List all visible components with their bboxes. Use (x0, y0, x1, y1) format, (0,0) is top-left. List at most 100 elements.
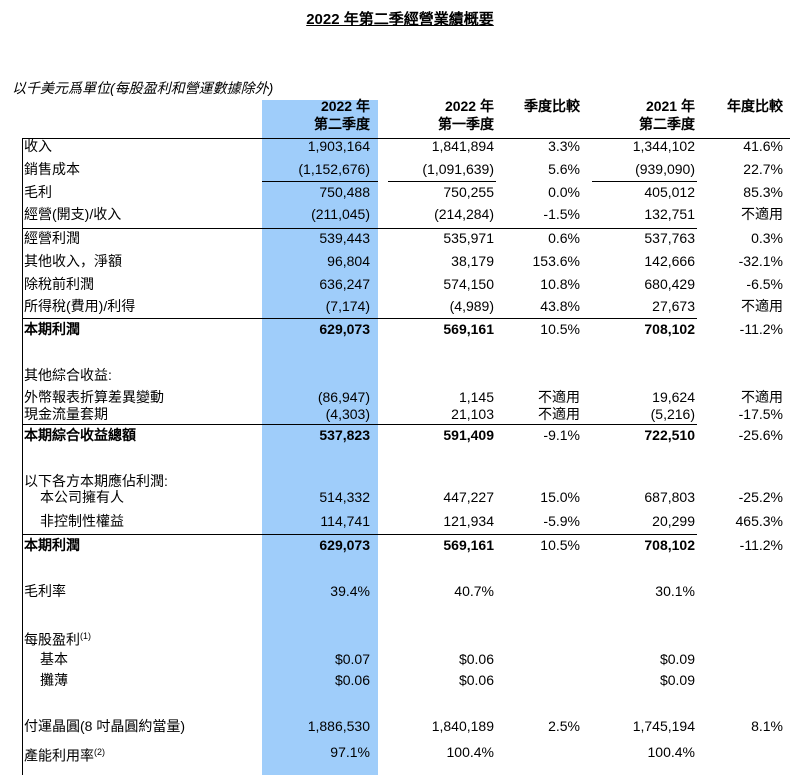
column-header: 年度比較 (727, 98, 783, 114)
row-label: 現金流量套期 (24, 406, 108, 422)
footnote-marker: (1) (80, 631, 91, 641)
cell: 569,161 (443, 321, 494, 337)
title: 2022 年第二季經營業績概要 (306, 11, 494, 28)
cell: 19,624 (652, 389, 695, 405)
row-label: 經營利潤 (24, 230, 80, 246)
row-label: 本期綜合收益總額 (24, 427, 136, 443)
cell: (5,216) (650, 406, 695, 422)
cell: 100.4% (647, 744, 695, 760)
cell: $0.09 (659, 672, 695, 688)
column-header: 2022 年 (444, 98, 494, 114)
column-header: 2021 年 (645, 98, 695, 114)
cell: 405,012 (644, 184, 695, 200)
column-header: 第二季度 (639, 116, 695, 132)
cell: (4,989) (449, 298, 494, 314)
column-header: 2022 年 (320, 98, 370, 114)
cell: 10.5% (540, 537, 580, 553)
cell: 0.6% (548, 230, 580, 246)
cell: 750,255 (443, 184, 494, 200)
cell: (214,284) (434, 206, 494, 222)
cell: 3.3% (548, 138, 580, 154)
cell: 1,903,164 (307, 138, 370, 154)
cell: 100.4% (446, 744, 494, 760)
cell: $0.06 (458, 651, 494, 667)
cell: $0.06 (334, 672, 370, 688)
cell: 27,673 (652, 298, 695, 314)
row-label: 其他收入，淨額 (24, 253, 122, 269)
cell: 不適用 (741, 206, 783, 222)
row-label: 每股盈利(1) (24, 631, 91, 648)
cell: 153.6% (532, 253, 580, 269)
cell: 680,429 (644, 276, 695, 292)
cell: 5.6% (548, 161, 580, 177)
cell: 514,332 (319, 489, 370, 505)
cell: 629,073 (319, 321, 370, 337)
cell: -32.1% (738, 253, 783, 269)
cell: 20,299 (652, 513, 695, 529)
cell: 465.3% (735, 513, 783, 529)
row-label: 銷售成本 (24, 161, 80, 177)
cell: 629,073 (319, 537, 370, 553)
cell: 不適用 (538, 406, 580, 422)
cell: -11.2% (739, 321, 783, 337)
cell: 不適用 (741, 298, 783, 314)
cell: 43.8% (540, 298, 580, 314)
cell: 687,803 (644, 489, 695, 505)
row-label: 以下各方本期應佔利潤: (24, 473, 168, 489)
row-label: 攤薄 (40, 672, 68, 688)
cell: 569,161 (443, 537, 494, 553)
cell: $0.06 (458, 672, 494, 688)
cell: -25.6% (738, 427, 783, 443)
row-label: 非控制性權益 (40, 513, 124, 529)
cell: 97.1% (330, 744, 370, 760)
row-label: 本期利潤 (24, 321, 80, 337)
cell: 535,971 (443, 230, 494, 246)
cell: 41.6% (743, 138, 783, 154)
cell: (7,174) (325, 298, 370, 314)
cell: 30.1% (655, 583, 695, 599)
cell: (939,090) (635, 161, 695, 177)
row-label: 產能利用率(2) (24, 747, 105, 764)
footnote-marker: (2) (94, 747, 105, 757)
cell: (4,303) (325, 406, 370, 422)
cell: 0.3% (751, 230, 783, 246)
column-header: 季度比較 (524, 98, 580, 114)
row-label: 除稅前利潤 (24, 276, 94, 292)
cell: 21,103 (451, 406, 494, 422)
cell: 1,886,530 (307, 718, 370, 734)
cell: 539,443 (319, 230, 370, 246)
cell: -25.2% (738, 489, 783, 505)
highlight-column (262, 100, 378, 775)
row-label: 所得稅(費用)/利得 (24, 298, 136, 314)
cell: 22.7% (743, 161, 783, 177)
row-label: 外幣報表折算差異變動 (24, 389, 164, 405)
row-label: 收入 (24, 138, 52, 154)
cell: 708,102 (644, 537, 695, 553)
cell: 750,488 (319, 184, 370, 200)
cell: 39.4% (330, 583, 370, 599)
cell: $0.07 (334, 651, 370, 667)
cell: 0.0% (548, 184, 580, 200)
cell: 15.0% (540, 489, 580, 505)
cell: 38,179 (451, 253, 494, 269)
row-label: 付運晶圓(8 吋晶圓約當量) (24, 718, 185, 734)
cell: 537,763 (644, 230, 695, 246)
cell: 722,510 (644, 427, 695, 443)
cell: 1,840,189 (431, 718, 494, 734)
cell: 132,751 (644, 206, 695, 222)
cell: 114,741 (320, 513, 370, 529)
cell: 447,227 (443, 489, 494, 505)
cell: 1,344,102 (632, 138, 695, 154)
cell: 10.8% (540, 276, 580, 292)
cell: -1.5% (543, 206, 580, 222)
cell: -6.5% (746, 276, 783, 292)
cell: 不適用 (741, 389, 783, 405)
cell: 40.7% (454, 583, 494, 599)
cell: 1,145 (458, 389, 494, 405)
cell: 142,666 (644, 253, 695, 269)
cell: (1,091,639) (422, 161, 494, 177)
cell: 不適用 (538, 389, 580, 405)
cell: 96,804 (327, 253, 370, 269)
